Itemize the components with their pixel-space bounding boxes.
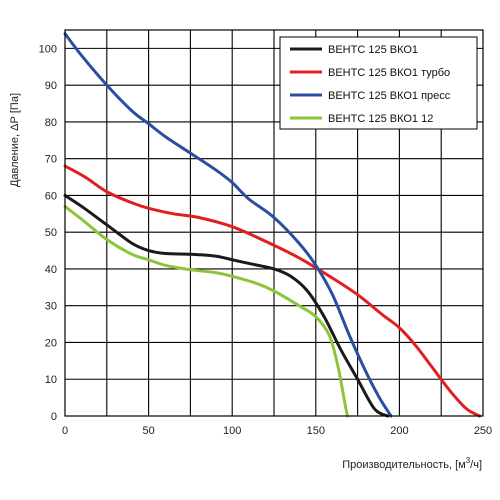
series-line-3 — [63, 32, 393, 418]
x-tick-label: 150 — [307, 425, 325, 437]
series-line-2 — [63, 164, 482, 418]
legend-label-3: ВЕНТС 125 ВКО1 пресс — [328, 90, 451, 102]
x-tick-label: 50 — [142, 425, 154, 437]
y-tick-label: 60 — [45, 190, 57, 202]
legend-box — [279, 36, 478, 130]
legend: ВЕНТС 125 ВКО1 ВЕНТС 125 ВКО1 турбо ВЕНТС … — [279, 36, 478, 130]
y-axis-label: Давление, ΔР [Па] — [9, 93, 21, 187]
series-line-4 — [63, 204, 350, 418]
plot-frame — [64, 29, 484, 417]
series-line-1 — [63, 193, 390, 418]
x-tick-label: 250 — [474, 425, 492, 437]
legend-label-4: ВЕНТС 125 ВКО1 12 — [328, 113, 433, 125]
series-layer — [63, 32, 482, 418]
y-tick-label: 20 — [45, 337, 57, 349]
y-tick-label: 40 — [45, 264, 57, 276]
x-axis-label-prefix: Производительность, [м — [342, 459, 466, 471]
legend-label-2: ВЕНТС 125 ВКО1 турбо — [328, 67, 450, 79]
y-tick-label: 50 — [45, 227, 57, 239]
y-tick-label: 30 — [45, 301, 57, 313]
y-tick-label: 0 — [51, 411, 57, 423]
y-tick-labels: 0 10 20 30 40 50 60 70 80 90 100 — [39, 43, 57, 423]
y-tick-label: 100 — [39, 43, 57, 55]
y-tick-label: 10 — [45, 374, 57, 386]
x-tick-label: 200 — [390, 425, 408, 437]
x-tick-label: 100 — [223, 425, 241, 437]
x-tick-label: 0 — [62, 425, 68, 437]
y-tick-label: 70 — [45, 154, 57, 166]
y-tick-label: 90 — [45, 80, 57, 92]
x-axis-label-superscript: 3 — [466, 456, 471, 465]
x-axis-label-suffix: /ч] — [470, 459, 482, 471]
x-axis-label: Производительность, [м3/ч] — [342, 456, 482, 471]
y-tick-label: 80 — [45, 117, 57, 129]
legend-label-1: ВЕНТС 125 ВКО1 — [328, 44, 418, 56]
x-tick-labels: 0 50 100 150 200 250 — [62, 425, 492, 437]
